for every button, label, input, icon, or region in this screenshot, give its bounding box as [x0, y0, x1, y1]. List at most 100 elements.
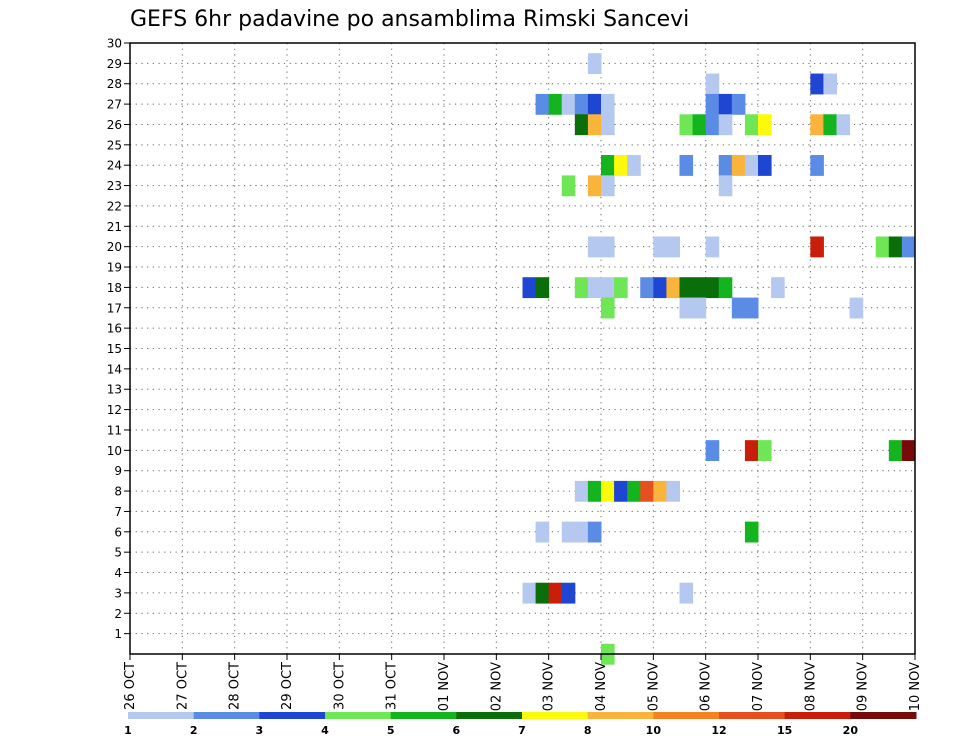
ensemble-cell	[679, 155, 694, 176]
x-tick-label: 26 OCT	[123, 662, 138, 710]
ensemble-cell	[535, 582, 550, 604]
legend-label: 15	[777, 724, 792, 737]
y-tick-label: 17	[107, 301, 122, 315]
x-tick-label: 02 NOV	[489, 662, 504, 711]
ensemble-cell	[587, 175, 602, 197]
y-tick-label: 6	[114, 525, 122, 539]
ensemble-cell	[679, 297, 694, 319]
legend-swatch	[784, 712, 851, 719]
ensemble-cell	[561, 175, 576, 197]
y-tick-label: 11	[107, 423, 122, 437]
y-tick-label: 22	[107, 199, 122, 213]
ensemble-cell	[535, 521, 550, 543]
ensemble-cell	[731, 155, 746, 176]
ensemble-cell	[587, 277, 602, 299]
ensemble-cell	[574, 93, 589, 115]
y-tick-label: 16	[107, 322, 122, 336]
ensemble-cell	[666, 277, 680, 299]
x-tick-label: 03 NOV	[542, 662, 557, 711]
y-tick-label: 18	[107, 281, 122, 295]
ensemble-cell	[679, 582, 694, 604]
y-tick-label: 12	[107, 403, 122, 417]
legend-swatch	[390, 712, 457, 719]
ensemble-cell	[627, 155, 641, 176]
ensemble-cell	[587, 114, 602, 136]
y-tick-label: 26	[107, 118, 122, 132]
legend-label: 10	[646, 724, 662, 737]
ensemble-cell	[601, 277, 615, 299]
color-legend: 1 2 3 4 5 6 7 8 10 12 15 20	[124, 712, 917, 737]
legend-label: 3	[256, 724, 264, 737]
ensemble-cell	[692, 114, 707, 136]
y-tick-label: 20	[107, 240, 122, 254]
legend-swatch	[522, 712, 589, 719]
ensemble-cell	[587, 521, 602, 543]
ensemble-cell	[679, 277, 694, 299]
legend-label: 7	[518, 724, 526, 737]
ensemble-cell	[692, 297, 707, 319]
ensemble-cell	[758, 114, 772, 136]
ensemble-cell	[601, 93, 615, 115]
ensemble-cell	[731, 93, 746, 115]
y-tick-label: 4	[114, 566, 122, 580]
ensemble-cell	[601, 175, 615, 197]
y-tick-label: 19	[107, 261, 122, 275]
ensemble-cell	[601, 114, 615, 136]
ensemble-cell	[574, 114, 589, 136]
ensemble-cell	[587, 236, 602, 258]
ensemble-cell	[718, 175, 733, 197]
legend-swatch	[456, 712, 523, 719]
ensemble-cell	[574, 277, 589, 299]
y-tick-label: 30	[107, 37, 122, 51]
ensemble-cell	[810, 155, 824, 176]
ensemble-cell	[601, 155, 615, 176]
ensemble-cell	[705, 114, 720, 136]
ensemble-cell	[587, 93, 602, 115]
ensemble-cell	[744, 440, 759, 462]
ensemble-cell	[548, 582, 563, 604]
ensemble-cell	[823, 73, 837, 95]
ensemble-cell	[561, 582, 576, 604]
y-tick-label: 1	[114, 627, 122, 641]
x-tick-label: 04 NOV	[594, 662, 609, 711]
y-tick-label: 24	[107, 159, 122, 173]
x-tick-label: 05 NOV	[646, 662, 661, 711]
ensemble-cell	[640, 480, 654, 502]
y-tick-label: 21	[107, 220, 122, 234]
ensemble-cell	[888, 440, 903, 462]
ensemble-cell	[614, 155, 628, 176]
y-tick-label: 2	[114, 607, 122, 621]
legend-swatch	[128, 712, 195, 719]
ensemble-cell	[810, 114, 824, 136]
ensemble-cell	[810, 236, 824, 258]
y-tick-label: 13	[107, 383, 122, 397]
legend-label: 2	[190, 724, 198, 737]
ensemble-cell	[718, 155, 733, 176]
x-tick-label: 09 NOV	[856, 662, 871, 711]
y-tick-label: 3	[114, 586, 122, 600]
x-tick-label: 28 OCT	[228, 662, 243, 710]
x-tick-label: 08 NOV	[803, 662, 818, 711]
ensemble-cell	[548, 93, 563, 115]
ensemble-cell	[744, 114, 759, 136]
legend-swatch	[325, 712, 392, 719]
y-tick-label: 28	[107, 77, 122, 91]
x-tick-label: 01 NOV	[437, 662, 452, 711]
ensemble-cell	[810, 73, 824, 95]
x-tick-label: 27 OCT	[175, 662, 190, 710]
ensemble-cell	[587, 53, 602, 75]
ensemble-cell	[522, 582, 537, 604]
ensemble-cell	[653, 277, 667, 299]
x-tick-label: 06 NOV	[699, 662, 714, 711]
ensemble-cell	[614, 277, 628, 299]
y-tick-label: 8	[114, 485, 122, 499]
y-tick-label: 27	[107, 98, 122, 112]
y-tick-label: 29	[107, 57, 122, 71]
ensemble-cell	[535, 277, 550, 299]
ensemble-cell	[679, 114, 694, 136]
x-tick-label: 31 OCT	[385, 662, 400, 710]
y-tick-label: 9	[114, 464, 122, 478]
x-tick-label: 30 OCT	[332, 662, 347, 710]
ensemble-cell	[535, 93, 550, 115]
